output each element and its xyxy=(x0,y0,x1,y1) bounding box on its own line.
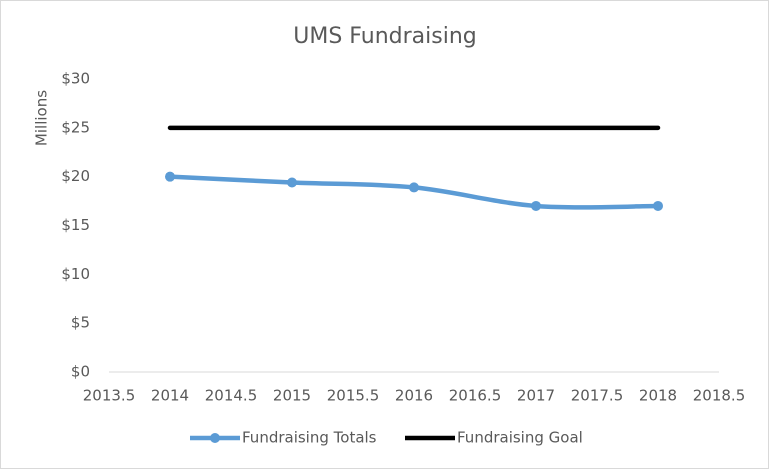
x-tick-label: 2018 xyxy=(639,387,677,405)
y-tick-label: $30 xyxy=(61,70,90,88)
x-tick-label: 2018.5 xyxy=(693,387,746,405)
x-tick-label: 2014.5 xyxy=(205,387,258,405)
y-tick-label: $15 xyxy=(61,216,90,234)
x-tick-label: 2017.5 xyxy=(571,387,624,405)
legend-marker xyxy=(210,433,220,443)
point xyxy=(409,182,419,193)
x-tick-label: 2013.5 xyxy=(83,387,136,405)
x-tick-label: 2016 xyxy=(395,387,433,405)
chart-title: UMS Fundraising xyxy=(293,24,476,49)
y-axis-label: Millions xyxy=(33,90,51,146)
x-tick-label: 2015.5 xyxy=(327,387,380,405)
x-tick-label: 2015 xyxy=(273,387,311,405)
point xyxy=(653,200,663,211)
x-tick-label: 2016.5 xyxy=(449,387,502,405)
y-tick-label: $20 xyxy=(61,167,90,185)
legend-label: Fundraising Goal xyxy=(457,429,583,447)
x-tick-label: 2014 xyxy=(151,387,189,405)
y-tick-label: $5 xyxy=(71,314,90,332)
y-tick-label: $0 xyxy=(71,363,90,381)
y-tick-label: $10 xyxy=(61,265,90,283)
point xyxy=(531,200,541,211)
y-tick-label: $25 xyxy=(61,118,90,136)
point xyxy=(165,171,175,182)
point xyxy=(287,177,297,188)
legend-label: Fundraising Totals xyxy=(242,429,377,447)
x-tick-label: 2017 xyxy=(517,387,555,405)
